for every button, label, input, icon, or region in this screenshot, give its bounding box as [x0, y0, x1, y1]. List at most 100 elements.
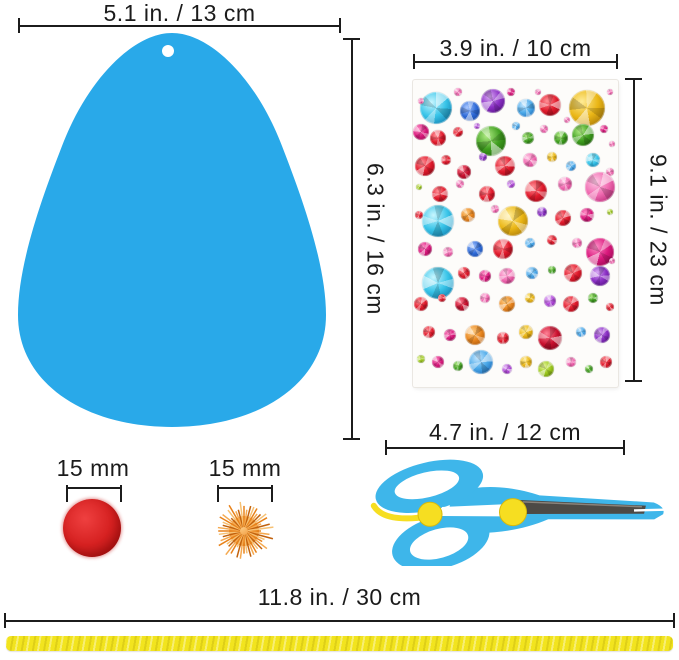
- gem-sticker: [491, 204, 499, 213]
- gem-sticker: [415, 211, 424, 220]
- gem-sticker: [519, 356, 532, 369]
- gem-sticker: [473, 123, 480, 130]
- gem-sticker: [606, 89, 613, 96]
- gem-sticker: [524, 237, 535, 248]
- gem-sticker: [437, 293, 446, 302]
- gem-sticker: [580, 208, 595, 223]
- gem-sticker: [538, 360, 555, 377]
- gem-sticker: [553, 131, 568, 146]
- pom-red-size-label: 15 mm: [56, 455, 130, 481]
- gem-sticker: [423, 325, 436, 338]
- gem-sticker: [525, 267, 538, 280]
- gem-sticker: [524, 292, 535, 303]
- gem-sticker: [516, 98, 535, 117]
- gem-sticker: [588, 292, 599, 303]
- gem-sticker: [589, 266, 610, 287]
- scissors-bottom-handle: [392, 513, 490, 566]
- scissors-pivot: [499, 498, 528, 527]
- gem-sticker: [537, 207, 548, 217]
- gem-sticker: [544, 295, 557, 308]
- gem-sticker: [499, 296, 516, 313]
- gem-sticker: [584, 172, 615, 203]
- gem-sticker: [478, 185, 495, 202]
- gem-sticker: [475, 126, 506, 157]
- pom-gold-dimension-line: [217, 485, 273, 502]
- gem-sticker: [443, 328, 456, 341]
- gem-sticker: [554, 210, 571, 227]
- gem-sticker: [599, 125, 608, 134]
- gem-sticker: [507, 88, 516, 97]
- gem-sticker: [493, 238, 514, 259]
- gem-sticker: [461, 208, 476, 223]
- egg-width-dimension-line: [18, 18, 341, 33]
- scissors-length-label: 4.7 in. / 12 cm: [429, 419, 581, 445]
- gem-sticker: [460, 100, 481, 121]
- gem-sticker: [453, 127, 464, 138]
- gem-sticker: [540, 125, 549, 134]
- gem-sticker: [547, 151, 558, 162]
- gem-sticker: [431, 185, 448, 202]
- gem-sticker: [466, 240, 483, 257]
- scissors-dimension-line: [385, 440, 625, 455]
- pom-red-dimension-line: [66, 485, 122, 502]
- pom-gold-size-label: 15 mm: [208, 455, 282, 481]
- scissors-spring-button: [417, 501, 443, 527]
- gem-sticker: [511, 122, 520, 131]
- gem-sticker: [608, 258, 615, 265]
- red-pom-pom-image: [63, 499, 121, 557]
- gem-sticker: [538, 325, 563, 350]
- gem-sticker: [416, 184, 423, 191]
- gem-sticker: [608, 141, 615, 148]
- gem-sticker: [525, 179, 547, 202]
- gem-sticker: [548, 266, 557, 275]
- gem-sticker: [565, 357, 576, 368]
- scissors-image: [370, 459, 665, 566]
- gem-sticker: [605, 303, 614, 312]
- gem-sticker: [522, 152, 537, 167]
- gem-sticker: [415, 155, 436, 176]
- gem-sticker: [565, 160, 576, 171]
- gem-sticker-sheet-image: [413, 80, 618, 387]
- gem-sticker: [458, 267, 471, 280]
- gem-sticker: [499, 268, 516, 285]
- gem-sticker: [429, 130, 446, 147]
- gem-sticker: [442, 246, 453, 257]
- gem-sticker: [421, 266, 454, 299]
- egg-height-dimension-line: [343, 38, 360, 440]
- gem-sticker: [431, 356, 444, 369]
- gem-sticker: [521, 132, 534, 145]
- blade-tip-slit: [633, 508, 665, 512]
- gem-sticker: [605, 168, 614, 177]
- gem-sticker: [502, 363, 513, 374]
- gold-tinsel-pom-pom-image: [217, 501, 274, 559]
- egg-width-label: 5.1 in. / 13 cm: [103, 0, 256, 26]
- gem-sticker: [418, 241, 433, 256]
- gem-sticker: [563, 264, 582, 283]
- hanging-hole: [162, 45, 174, 57]
- gem-sticker: [585, 364, 594, 373]
- sheet-height-dimension-line: [625, 78, 642, 382]
- chenille-length-label: 11.8 in. / 30 cm: [257, 584, 422, 610]
- gem-sticker: [457, 165, 472, 180]
- gem-sticker: [572, 237, 582, 248]
- gem-sticker: [421, 205, 454, 238]
- gem-sticker: [417, 355, 426, 364]
- gem-sticker: [557, 177, 572, 192]
- gem-sticker: [562, 296, 579, 313]
- gem-sticker: [414, 297, 429, 312]
- gem-sticker: [478, 270, 491, 283]
- sheet-width-label: 3.9 in. / 10 cm: [439, 35, 592, 61]
- gem-sticker: [539, 93, 562, 116]
- gem-sticker: [480, 89, 505, 114]
- sheet-width-dimension-line: [413, 54, 618, 69]
- sheet-height-label: 9.1 in. / 23 cm: [645, 154, 672, 306]
- egg-cutout-image: [18, 33, 326, 427]
- gem-sticker: [547, 234, 558, 245]
- gem-sticker: [454, 88, 463, 97]
- chenille-dimension-line: [4, 613, 675, 628]
- gem-sticker: [456, 180, 465, 189]
- gem-sticker: [563, 116, 570, 123]
- gem-sticker: [569, 89, 606, 126]
- gem-sticker: [413, 124, 430, 141]
